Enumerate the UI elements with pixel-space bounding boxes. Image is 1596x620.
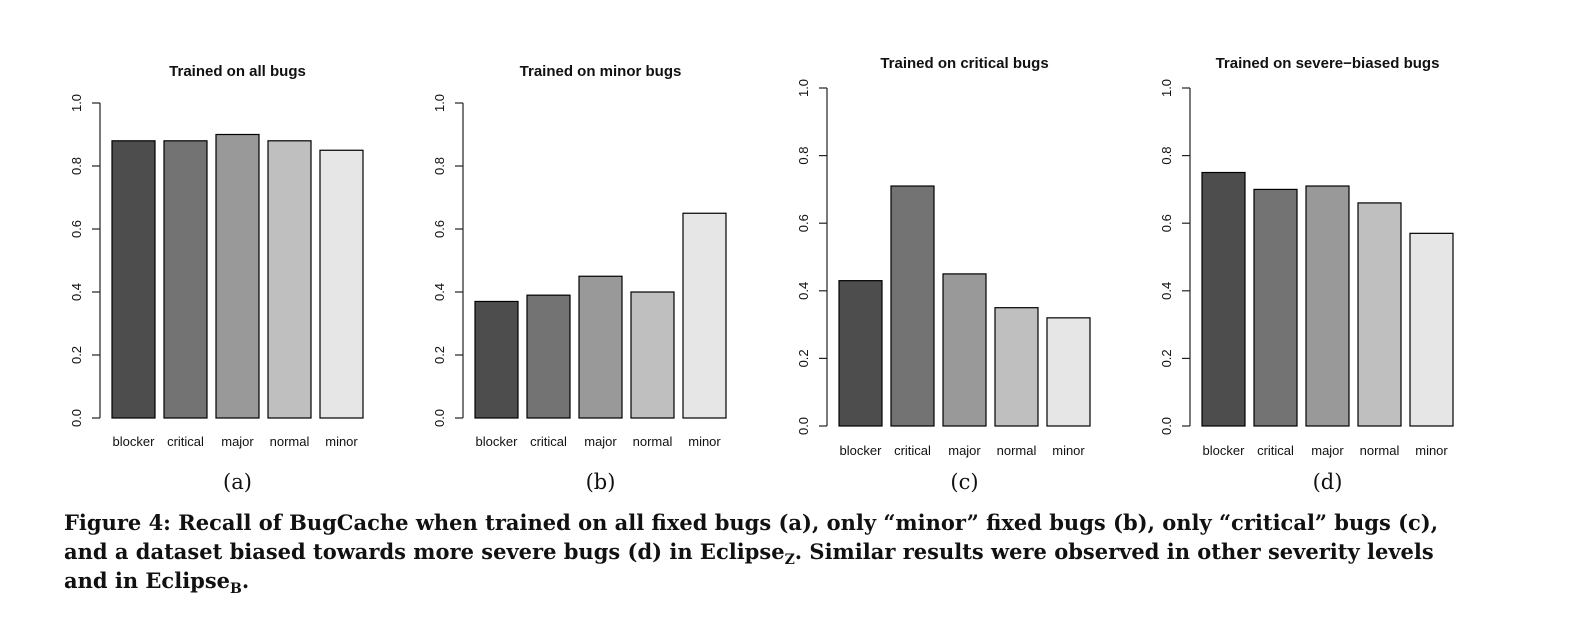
bar-major <box>942 273 987 427</box>
bar-normal <box>994 307 1039 427</box>
chart-panel: Trained on critical bugs 0.0 0.2 0.4 0.6 0.8 1… <box>796 55 1091 494</box>
y-tick-label: 0.6 <box>1159 214 1174 232</box>
figure-caption: Figure 4: Recall of BugCache when traine… <box>64 508 1484 598</box>
bar-blocker <box>1201 171 1246 427</box>
y-tick-label: 0.2 <box>432 346 447 364</box>
panel-label: (c) <box>950 470 978 494</box>
bar-major <box>1305 185 1350 427</box>
chart-panel: Trained on minor bugs 0.0 0.2 0.4 0.6 0.8 1.0 b… <box>432 63 727 494</box>
category-label: normal <box>270 434 310 449</box>
caption-subscript-1: Z <box>784 552 795 569</box>
caption-text-3: . <box>241 568 250 593</box>
caption-text-1: Recall of BugCache when trained on all f… <box>64 510 1439 564</box>
chart-panel: Trained on severe−biased bugs 0.0 0.2 0.4 0.… <box>1159 55 1454 494</box>
bar-minor <box>682 212 727 419</box>
caption-label: Figure 4: <box>64 510 171 535</box>
y-tick-label: 0.6 <box>432 220 447 238</box>
y-tick-label: 0.0 <box>1159 417 1174 435</box>
bar-major <box>578 275 623 419</box>
panel-label: (a) <box>223 470 252 494</box>
caption-subscript-2: B <box>230 581 242 598</box>
panel-label: (b) <box>586 470 616 494</box>
bar-minor <box>319 149 364 419</box>
figure-charts: Trained on all bugs 0.0 0.2 0.4 0.6 0.8 1.0 blo… <box>69 55 1454 494</box>
bar-critical <box>890 185 935 427</box>
caption-text-2: . Similar results were observed in other… <box>64 539 1434 593</box>
y-tick-label: 1.0 <box>1159 79 1174 97</box>
chart-title: Trained on critical bugs <box>880 55 1048 72</box>
bar-critical <box>163 140 208 419</box>
category-label: major <box>948 443 981 458</box>
category-label: critical <box>530 434 567 449</box>
y-tick-label: 0.4 <box>1159 282 1174 300</box>
category-label: minor <box>1415 443 1448 458</box>
y-tick-label: 0.8 <box>432 157 447 175</box>
category-label: major <box>584 434 617 449</box>
y-tick-label: 0.2 <box>69 346 84 364</box>
bar-normal <box>267 140 312 419</box>
y-tick-label: 1.0 <box>796 79 811 97</box>
category-label: normal <box>633 434 673 449</box>
category-label: critical <box>894 443 931 458</box>
y-tick-label: 0.2 <box>1159 349 1174 367</box>
bar-critical <box>526 294 571 419</box>
y-tick-label: 0.8 <box>1159 147 1174 165</box>
chart-title: Trained on minor bugs <box>520 63 682 80</box>
category-label: normal <box>1360 443 1400 458</box>
chart-title: Trained on severe−biased bugs <box>1216 55 1440 72</box>
bar-blocker <box>111 140 156 419</box>
y-tick-label: 0.8 <box>796 147 811 165</box>
y-tick-label: 0.4 <box>432 283 447 301</box>
y-tick-label: 1.0 <box>69 94 84 112</box>
chart-panel: Trained on all bugs 0.0 0.2 0.4 0.6 0.8 1.0 blo… <box>69 63 364 494</box>
category-label: blocker <box>113 434 156 449</box>
category-label: major <box>1311 443 1344 458</box>
y-tick-label: 0.4 <box>69 283 84 301</box>
category-label: minor <box>1052 443 1085 458</box>
y-tick-label: 0.0 <box>432 409 447 427</box>
bar-minor <box>1409 232 1454 427</box>
y-tick-label: 0.8 <box>69 157 84 175</box>
bar-blocker <box>838 280 883 427</box>
y-tick-label: 0.6 <box>796 214 811 232</box>
category-label: minor <box>688 434 721 449</box>
y-tick-label: 0.0 <box>69 409 84 427</box>
category-label: major <box>221 434 254 449</box>
category-label: blocker <box>840 443 883 458</box>
y-tick-label: 0.0 <box>796 417 811 435</box>
category-label: normal <box>997 443 1037 458</box>
y-tick-label: 0.6 <box>69 220 84 238</box>
category-label: critical <box>167 434 204 449</box>
category-label: minor <box>325 434 358 449</box>
y-tick-label: 0.2 <box>796 349 811 367</box>
bar-minor <box>1046 317 1091 427</box>
bar-blocker <box>474 300 519 419</box>
chart-title: Trained on all bugs <box>169 63 306 80</box>
panel-label: (d) <box>1313 470 1343 494</box>
y-tick-label: 0.4 <box>796 282 811 300</box>
bar-major <box>215 133 260 419</box>
y-tick-label: 1.0 <box>432 94 447 112</box>
bar-normal <box>630 291 675 419</box>
category-label: blocker <box>476 434 519 449</box>
bar-normal <box>1357 202 1402 427</box>
bar-critical <box>1253 188 1298 427</box>
category-label: critical <box>1257 443 1294 458</box>
category-label: blocker <box>1203 443 1246 458</box>
